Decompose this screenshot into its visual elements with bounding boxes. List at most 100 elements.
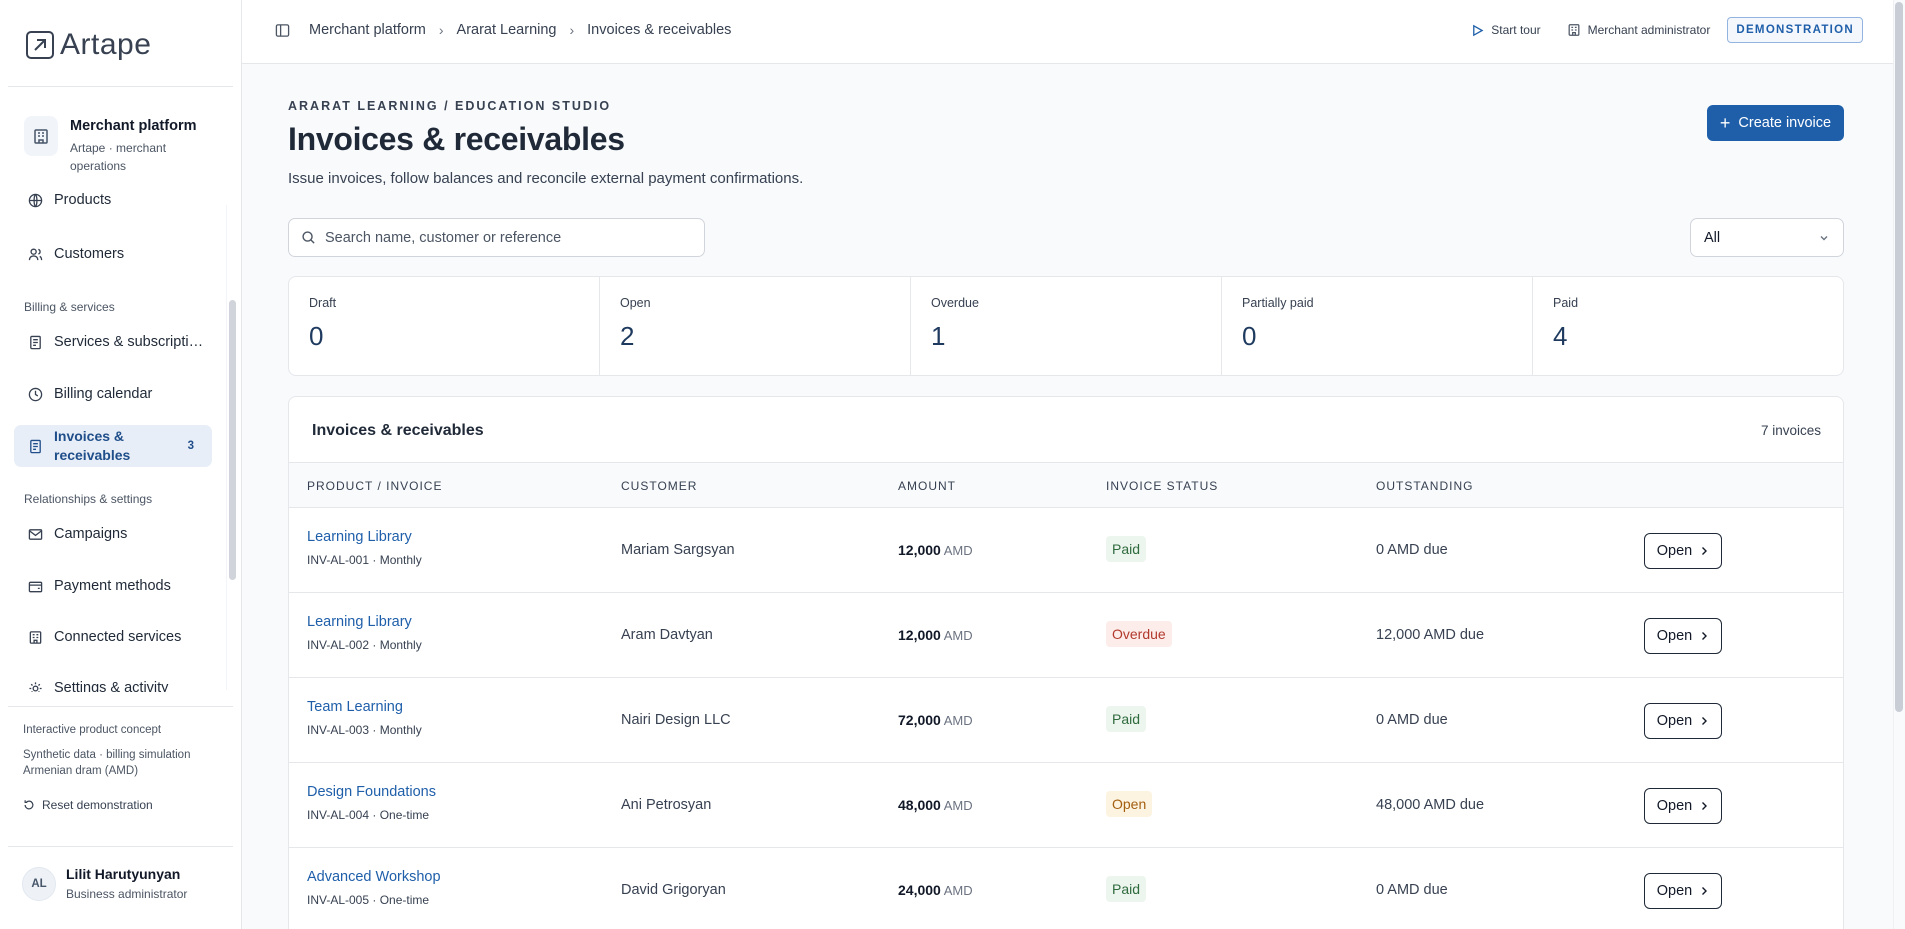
nav-section-billing: Billing & services [24,300,115,314]
stat-draft: Draft 0 [289,277,600,375]
concept-note: Interactive product concept Synthetic da… [23,722,190,779]
reset-label: Reset demonstration [42,798,153,812]
product-cell: Learning Library INV-AL-002 · Monthly [307,614,422,652]
column-header: PRODUCT / INVOICE [307,479,443,493]
status-badge: Paid [1106,536,1147,562]
sidebar-toggle-icon[interactable] [275,23,290,38]
building-icon [29,630,42,644]
amount-currency: AMD [943,883,973,898]
amount-cell: 12,000 AMD [898,542,973,558]
amount-value: 24,000 [898,882,941,898]
stat-partially-paid: Partially paid 0 [1222,277,1533,375]
start-tour-label: Start tour [1491,23,1541,37]
product-link[interactable]: Team Learning [307,699,403,715]
sidebar-item-label: Invoices & receivables [54,428,131,463]
table-row: Team Learning INV-AL-003 · Monthly Nairi D… [289,678,1843,763]
customer-name: David Grigoryan [621,882,726,898]
outstanding-amount: 12,000 AMD due [1376,627,1485,643]
outstanding-amount: 0 AMD due [1376,712,1448,728]
table-row: Learning Library INV-AL-002 · Monthly Aram… [289,593,1843,678]
divider [8,86,233,87]
amount-value: 48,000 [898,797,941,813]
product-link[interactable]: Learning Library [307,614,412,630]
users-icon [28,247,43,260]
sidebar-nav: Products Customers Billing & services Se… [0,188,226,692]
reset-demo-button[interactable]: Reset demonstration [23,798,153,812]
chevron-right-icon [1702,717,1708,725]
org-title: Merchant platform [70,118,197,134]
table-title: Invoices & receivables [312,422,484,439]
status-summary: Draft 0 Open 2 Overdue 1 Partially paid … [288,276,1844,376]
open-label: Open [1656,713,1693,729]
create-invoice-button[interactable]: + Create invoice [1707,105,1844,141]
document-icon [30,335,41,349]
product-link[interactable]: Design Foundations [307,784,436,800]
open-invoice-button[interactable]: Open [1644,533,1722,569]
amount-value: 12,000 [898,627,941,643]
customer-name: Ani Petrosyan [621,797,712,813]
stat-label: Partially paid [1242,296,1314,310]
sidebar-item-payment-methods[interactable]: Payment methods [14,568,212,604]
sidebar-item-products[interactable]: Products [14,188,212,218]
open-invoice-button[interactable]: Open [1644,618,1722,654]
brand-logo[interactable]: Artape [26,28,151,62]
chevron-right-icon: › [438,22,444,38]
breadcrumb-item[interactable]: Merchant platform [309,22,426,38]
status-filter-select[interactable]: All [1690,218,1844,257]
demo-badge: DEMONSTRATION [1727,17,1863,43]
sidebar-item-customers[interactable]: Customers [14,236,212,272]
stat-label: Overdue [931,296,979,310]
sidebar-item-connected-services[interactable]: Connected services [14,619,212,655]
amount-cell: 48,000 AMD [898,797,973,813]
concept-line: Interactive product concept [23,724,162,736]
invoice-count: 7 invoices [1760,423,1821,438]
product-link[interactable]: Advanced Workshop [307,869,441,885]
concept-line: Armenian dram (AMD) [23,765,139,777]
gear-icon [29,681,42,692]
amount-currency: AMD [943,628,973,643]
sidebar-item-label: Customers [54,246,125,262]
chevron-right-icon: › [569,22,575,38]
customer-name: Nairi Design LLC [621,712,731,728]
open-invoice-button[interactable]: Open [1644,703,1722,739]
page-scrollbar[interactable] [1893,0,1905,929]
plus-icon: + [1719,113,1731,133]
customer-name: Mariam Sargsyan [621,542,735,558]
nav-scrollbar[interactable] [229,300,236,580]
org-switcher[interactable]: Merchant platform Artape · merchant oper… [24,116,224,175]
open-label: Open [1656,543,1693,559]
sidebar-item-billing-calendar[interactable]: Billing calendar [14,376,212,412]
sidebar-item-label: Billing calendar [54,386,153,402]
invoices-table-card: Invoices & receivables 7 invoices PRODUC… [288,396,1844,929]
building-icon [1568,24,1580,36]
open-label: Open [1656,798,1693,814]
outstanding-amount: 48,000 AMD due [1376,797,1485,813]
sidebar-item-label: Services & subscripti… [54,334,204,350]
page-title: Invoices & receivables [288,121,625,157]
sidebar-item-services[interactable]: Services & subscripti… [14,324,212,360]
open-invoice-button[interactable]: Open [1644,788,1722,824]
wallet-icon [28,581,43,592]
product-link[interactable]: Learning Library [307,529,412,545]
page-scrollbar-thumb[interactable] [1895,2,1903,712]
sidebar-item-settings[interactable]: Settings & activity [14,670,212,692]
user-menu[interactable]: AL Lilit Harutyunyan Business administra… [22,866,187,901]
outstanding-amount: 0 AMD due [1376,882,1448,898]
filter-value: All [1704,229,1721,246]
open-invoice-button[interactable]: Open [1644,873,1722,909]
chevron-right-icon [1702,547,1708,555]
sidebar-item-label: Settings & activity [54,680,169,692]
chevron-right-icon [1702,887,1708,895]
start-tour-button[interactable]: Start tour [1471,23,1541,37]
search-input[interactable] [325,229,695,246]
sidebar-item-invoices[interactable]: Invoices & receivables 3 [14,425,212,467]
stat-open: Open 2 [600,277,911,375]
sidebar-item-label: Connected services [54,629,182,645]
sidebar-item-campaigns[interactable]: Campaigns [14,516,212,552]
column-header: INVOICE STATUS [1106,479,1219,493]
table-row: Design Foundations INV-AL-004 · One-time A… [289,763,1843,848]
breadcrumb-item[interactable]: Ararat Learning [456,22,557,38]
amount-currency: AMD [943,798,973,813]
amount-value: 12,000 [898,542,941,558]
logo-icon [26,31,54,59]
